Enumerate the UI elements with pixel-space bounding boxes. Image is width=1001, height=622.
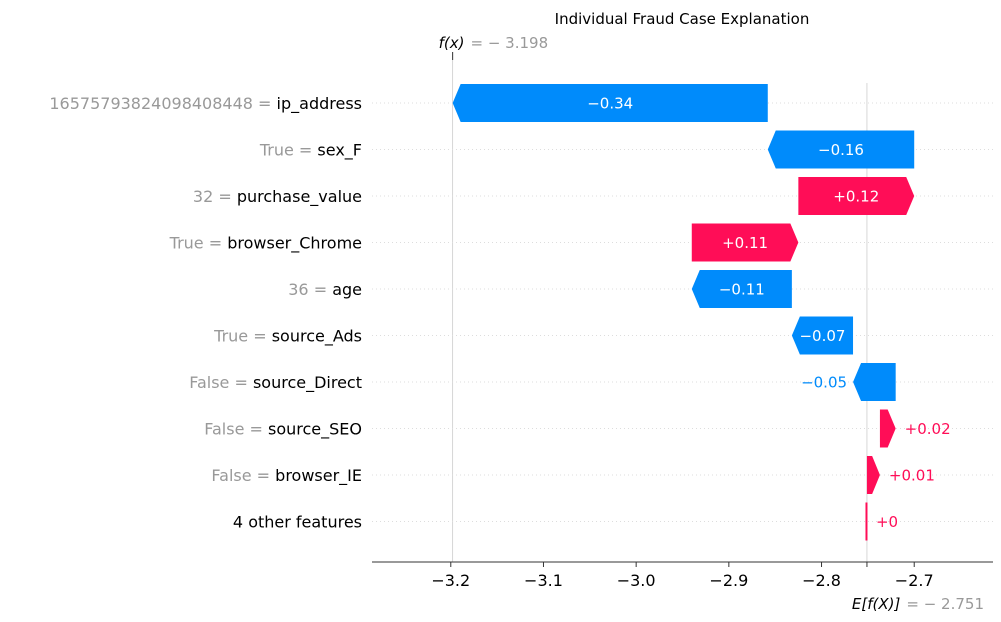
feature-label: True = source_Ads — [213, 327, 362, 347]
fx-header: f(x) = − 3.198 — [439, 34, 549, 60]
feature-value: 16575793824098408448 — [49, 94, 253, 113]
feature-label: True = sex_F — [259, 141, 362, 161]
waterfall-bar — [767, 130, 915, 169]
waterfall-bar — [791, 316, 854, 355]
feature-name: browser_IE — [275, 466, 362, 486]
contribution-label: +0 — [876, 513, 898, 531]
x-tick-label: −3.2 — [431, 571, 470, 590]
feature-label: False = browser_IE — [211, 466, 362, 486]
feature-name: source_SEO — [268, 420, 362, 440]
feature-value: True — [259, 141, 294, 160]
feature-label: 4 other features — [233, 513, 362, 532]
feature-name: browser_Chrome — [227, 234, 362, 254]
feature-label: 36 = age — [288, 280, 362, 299]
feature-value: True — [169, 234, 204, 253]
waterfall-bar — [691, 223, 799, 262]
feature-label: 32 = purchase_value — [193, 187, 362, 207]
feature-equals: = — [252, 466, 276, 485]
feature-name: source_Ads — [272, 327, 362, 347]
expected-value-footer: E[f(X)] = − 2.751 — [852, 595, 984, 613]
feature-equals: = — [244, 420, 268, 439]
x-tick-label: −2.8 — [802, 571, 841, 590]
feature-equals: = — [248, 327, 272, 346]
waterfall-bar — [853, 363, 896, 401]
contribution-label: +0.02 — [905, 420, 951, 438]
feature-value: False — [211, 466, 251, 485]
feature-label: 16575793824098408448 = ip_address — [49, 94, 362, 114]
feature-equals: = — [294, 141, 318, 160]
feature-label: False = source_Direct — [189, 373, 362, 393]
grid-layer — [372, 52, 993, 562]
feature-name: source_Direct — [253, 373, 362, 393]
contribution-label: −0.11 — [719, 281, 765, 299]
feature-name: age — [332, 280, 362, 299]
contribution-label: +0.11 — [722, 234, 768, 252]
feature-equals: = — [204, 234, 228, 253]
waterfall-bar — [865, 502, 868, 541]
feature-value: True — [213, 327, 248, 346]
feature-name: purchase_value — [237, 187, 362, 207]
feature-value: False — [204, 420, 244, 439]
feature-name: ip_address — [277, 94, 362, 114]
labels-layer: 16575793824098408448 = ip_address −0.34 Tr… — [49, 94, 950, 532]
feature-name: sex_F — [317, 141, 362, 161]
x-tick-label: −3.0 — [617, 571, 656, 590]
feature-equals: = — [229, 373, 253, 392]
contribution-label: +0.01 — [889, 467, 935, 485]
feature-value: False — [189, 373, 229, 392]
expected-value-symbol: E[f(X)] — [852, 595, 901, 613]
fx-symbol: f(x) — [439, 34, 465, 52]
waterfall-bar — [866, 456, 880, 494]
feature-label: False = source_SEO — [204, 420, 362, 440]
waterfall-bar — [452, 84, 768, 122]
feature-equals: = — [213, 187, 237, 206]
feature-name: 4 other features — [233, 513, 362, 532]
feature-value: 32 — [193, 187, 213, 206]
fx-text: = − 3.198 — [471, 34, 549, 52]
feature-equals: = — [309, 280, 333, 299]
waterfall-bar — [798, 177, 915, 215]
x-tick-label: −2.9 — [709, 571, 748, 590]
fx-label: f(x) = − 3.198 — [439, 34, 549, 52]
x-axis: −3.2 −3.1 −3.0 −2.9 −2.8 −2.7 — [372, 561, 993, 590]
x-tick-label: −3.1 — [524, 571, 563, 590]
contribution-label: −0.16 — [818, 141, 864, 159]
feature-equals: = — [253, 94, 277, 113]
contribution-label: −0.07 — [799, 327, 845, 345]
feature-value: 36 — [288, 280, 308, 299]
feature-label: True = browser_Chrome — [169, 234, 362, 254]
bars-layer — [452, 84, 915, 541]
expected-value-label: E[f(X)] = − 2.751 — [852, 595, 984, 613]
contribution-label: −0.34 — [587, 95, 633, 113]
expected-value-text: = − 2.751 — [906, 595, 984, 613]
chart-title: Individual Fraud Case Explanation — [555, 10, 810, 28]
waterfall-bar — [691, 270, 792, 308]
contribution-label: −0.05 — [801, 374, 847, 392]
contribution-label: +0.12 — [833, 188, 879, 206]
waterfall-bar — [879, 409, 896, 448]
x-tick-label: −2.7 — [895, 571, 934, 590]
